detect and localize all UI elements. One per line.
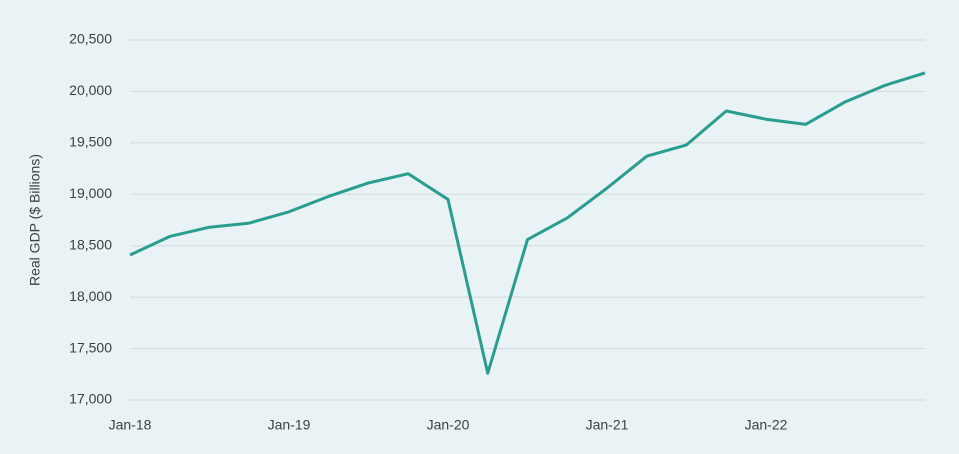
x-tick-label: Jan-20 [427,417,470,433]
y-tick-label: 18,000 [69,288,112,304]
data-line [129,71,926,375]
y-tick-label: 20,000 [69,82,112,98]
y-tick-label: 18,500 [69,236,112,252]
y-tick-label: 19,000 [69,185,112,201]
x-tick-label: Jan-19 [268,417,311,433]
x-tick-label: Jan-22 [745,417,788,433]
x-tick-label: Jan-21 [586,417,629,433]
y-tick-label: 17,000 [69,391,112,407]
y-tick-label: 19,500 [69,134,112,150]
y-tick-label: 20,500 [69,31,112,47]
x-tick-label: Jan-18 [109,417,152,433]
y-tick-label: 17,500 [69,339,112,355]
y-axis-label: Real GDP ($ Billions) [27,154,43,286]
